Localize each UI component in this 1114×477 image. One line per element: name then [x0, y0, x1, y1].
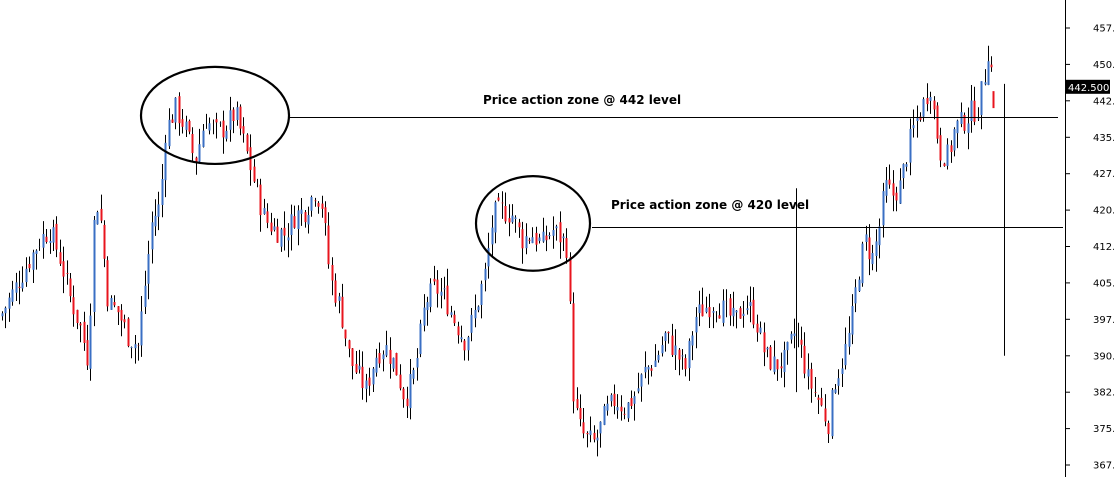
y-tick-label: 435.	[1093, 133, 1114, 144]
price-bars	[1, 45, 1005, 457]
zone-circle	[139, 65, 291, 166]
y-axis: 457. 450. 442. 435. 427. 420. 412. 405. 397. 390.…	[1065, 24, 1114, 472]
y-tick-label: 457.	[1093, 24, 1114, 35]
y-tick-label: 420.	[1093, 206, 1114, 217]
y-tick-label: 405.	[1093, 278, 1114, 289]
zone-420-label: Price action zone @ 420 level	[611, 198, 809, 212]
zone-circles	[139, 65, 592, 272]
y-tick-label: 412.	[1093, 242, 1114, 253]
zone-circle	[474, 174, 592, 272]
y-tick-label: 375.	[1093, 424, 1114, 435]
y-tick-label: 382.	[1093, 388, 1114, 399]
last-price-box	[1066, 79, 1110, 94]
y-tick-label: 427.	[1093, 169, 1114, 180]
last-price-tag: 442.500	[1066, 79, 1110, 94]
y-tick-label: 442.	[1093, 96, 1114, 107]
y-tick-label: 367.	[1093, 461, 1114, 472]
y-tick-label: 397.	[1093, 315, 1114, 326]
last-price-label: 442.500	[1068, 83, 1109, 94]
zone-442-label: Price action zone @ 442 level	[483, 93, 681, 107]
y-tick-label: 390.	[1093, 351, 1114, 362]
annotations: Price action zone @ 442 level Price actio…	[289, 93, 1063, 228]
y-tick-label: 450.	[1093, 60, 1114, 71]
